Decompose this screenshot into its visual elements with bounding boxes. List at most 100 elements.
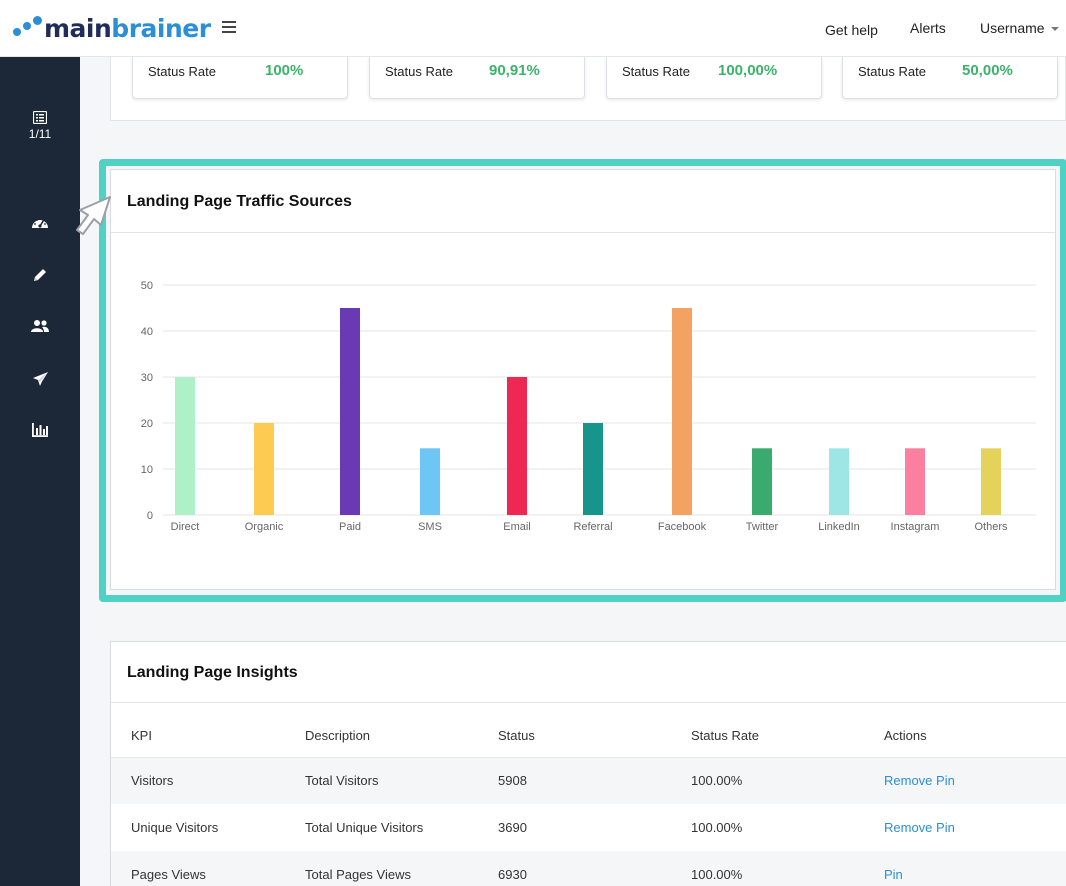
stat-value: 50,00% [962, 62, 1013, 79]
bar-twitter [752, 448, 772, 515]
x-tick-label: Paid [339, 521, 361, 533]
cursor-arrow-icon [76, 196, 111, 235]
action-cell: Remove Pin [884, 804, 1066, 851]
remove-pin-link[interactable]: Remove Pin [884, 820, 955, 835]
y-tick-label: 10 [141, 464, 153, 476]
status-cell: 6930 [498, 851, 691, 886]
column-header-description: Description [305, 702, 498, 758]
insights-table: KPI Description Status Status Rate Actio… [111, 702, 1066, 886]
status-rate-cell: 100.00% [691, 851, 884, 886]
description-cell: Total Unique Visitors [305, 820, 424, 835]
bar-facebook [672, 308, 692, 515]
brand-name: mainbrainer [44, 14, 211, 43]
table-row: Unique Visitors Total Unique Visitors 36… [111, 804, 1066, 851]
kpi-summary-strip: Status Rate 100% Status Rate 90,91% Stat… [110, 57, 1066, 121]
status-cell: 3690 [498, 820, 527, 835]
x-tick-label: Facebook [658, 521, 707, 533]
brand-logo[interactable]: mainbrainer [10, 14, 211, 44]
stat-value: 100% [265, 62, 304, 79]
x-tick-label: SMS [418, 521, 442, 533]
x-tick-label: Organic [245, 521, 284, 533]
y-tick-label: 0 [147, 510, 153, 522]
stat-card: Status Rate 100,00% [606, 57, 822, 99]
paper-plane-icon [32, 372, 48, 386]
stat-label: Status Rate [622, 64, 690, 79]
x-tick-label: Referral [573, 521, 612, 533]
stat-value: 90,91% [489, 62, 540, 79]
chevron-down-icon [1050, 27, 1059, 32]
landing-page-insights-card: Landing Page Insights KPI Description St… [110, 641, 1066, 886]
bar-organic [254, 423, 274, 515]
description-cell: Total Pages Views [305, 851, 498, 886]
users-icon [31, 320, 49, 332]
status-cell: 5908 [498, 757, 691, 804]
remove-pin-link[interactable]: Remove Pin [884, 773, 955, 789]
status-rate-cell: 100.00% [691, 820, 743, 835]
pager-label: 1/11 [28, 127, 52, 141]
y-tick-label: 50 [141, 280, 153, 292]
x-tick-label: Email [503, 521, 531, 533]
stat-label: Status Rate [858, 64, 926, 79]
table-row: Visitors Total Visitors 5908 100.00% Rem… [111, 757, 1066, 804]
y-tick-label: 30 [141, 372, 153, 384]
column-header-status-rate: Status Rate [691, 702, 884, 758]
x-tick-label: Instagram [891, 521, 940, 533]
bar-email [507, 377, 527, 515]
description-cell: Total Visitors [305, 757, 498, 804]
sidebar-item-edit[interactable] [0, 267, 80, 283]
column-header-actions: Actions [884, 702, 1066, 758]
stat-card: Status Rate 100% [132, 57, 348, 99]
traffic-sources-title: Landing Page Traffic Sources [127, 193, 352, 210]
menu-toggle-icon[interactable] [222, 21, 236, 33]
stat-label: Status Rate [148, 64, 216, 79]
bar-referral [583, 423, 603, 515]
list-icon [33, 111, 47, 124]
alerts-link[interactable]: Alerts [910, 20, 946, 36]
action-cell: Remove Pin [884, 757, 1066, 804]
sidebar: 1/11 [0, 57, 80, 886]
user-menu[interactable]: Username [980, 20, 1059, 36]
kpi-cell: Visitors [111, 757, 305, 804]
dashboard-gauge-icon [32, 219, 48, 228]
y-tick-label: 20 [141, 418, 153, 430]
stat-card: Status Rate 50,00% [842, 57, 1058, 99]
bar-direct [175, 377, 195, 515]
x-tick-label: Twitter [746, 521, 779, 533]
pencil-icon [34, 269, 46, 281]
insights-title: Landing Page Insights [127, 664, 298, 681]
bar-linkedin [829, 448, 849, 515]
sidebar-item-dashboard[interactable] [0, 215, 80, 231]
status-rate-cell: 100.00% [691, 757, 884, 804]
bar-others [981, 448, 1001, 515]
table-row: Pages Views Total Pages Views 6930 100.0… [111, 851, 1066, 886]
sidebar-item-reports[interactable] [0, 423, 80, 437]
x-tick-label: LinkedIn [818, 521, 860, 533]
sidebar-item-users[interactable] [0, 319, 80, 333]
y-tick-label: 40 [141, 326, 153, 338]
x-tick-label: Others [974, 521, 1008, 533]
card-divider [111, 232, 1055, 233]
pin-link[interactable]: Pin [884, 867, 903, 882]
username-label: Username [980, 20, 1045, 36]
traffic-sources-bar-chart: 0 10 20 30 40 50 Direct Organic Paid SMS Email Refe… [141, 280, 1036, 533]
sidebar-item-list[interactable]: 1/11 [0, 111, 80, 141]
column-header-status: Status [498, 702, 691, 758]
bar-paid [340, 308, 360, 515]
stat-label: Status Rate [385, 64, 453, 79]
highlight-frame [99, 159, 1066, 602]
sidebar-item-campaigns[interactable] [0, 371, 80, 387]
logo-mark-icon [10, 14, 44, 44]
column-header-kpi: KPI [111, 702, 305, 758]
stat-card: Status Rate 90,91% [369, 57, 585, 99]
stat-value: 100,00% [718, 62, 778, 79]
get-help-link[interactable]: Get help [825, 22, 878, 38]
traffic-sources-card: Landing Page Traffic Sources 0 10 20 30 40 50… [110, 169, 1056, 590]
bar-instagram [905, 448, 925, 515]
bar-chart-icon [32, 423, 48, 437]
kpi-cell: Unique Visitors [131, 820, 219, 835]
table-header-row: KPI Description Status Status Rate Actio… [111, 702, 1066, 758]
bar-sms [420, 448, 440, 515]
top-navbar: mainbrainer Get help Alerts Username [0, 0, 1066, 57]
kpi-cell: Pages Views [111, 851, 305, 886]
x-tick-label: Direct [171, 521, 200, 533]
